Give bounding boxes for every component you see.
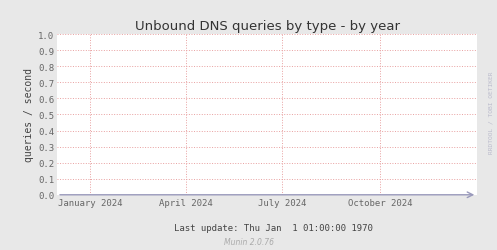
Y-axis label: queries / second: queries / second — [24, 68, 34, 162]
Text: Munin 2.0.76: Munin 2.0.76 — [224, 237, 273, 246]
Text: Last update: Thu Jan  1 01:00:00 1970: Last update: Thu Jan 1 01:00:00 1970 — [174, 223, 373, 232]
Text: RRDTOOL / TOBI OETIKER: RRDTOOL / TOBI OETIKER — [489, 72, 494, 154]
Title: Unbound DNS queries by type - by year: Unbound DNS queries by type - by year — [135, 20, 400, 32]
